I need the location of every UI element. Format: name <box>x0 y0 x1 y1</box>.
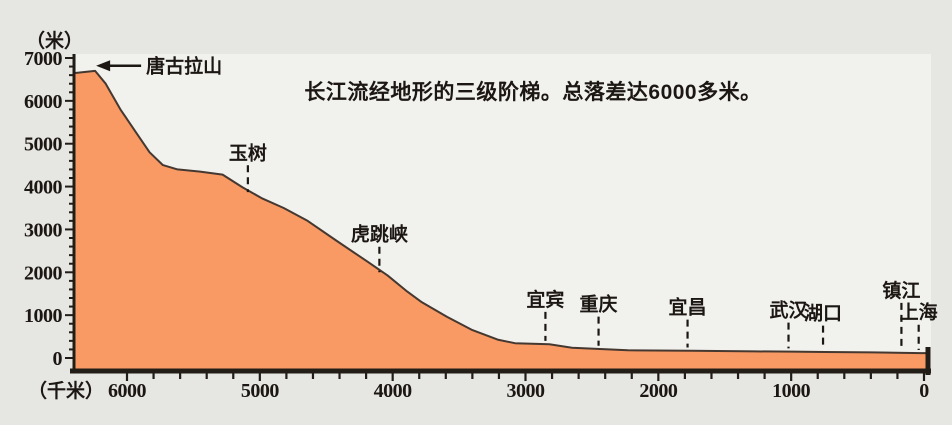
y-axis-tick-label: 3000 <box>24 219 63 241</box>
y-axis-tick-label: 7000 <box>24 48 63 70</box>
y-axis-unit-label: （米） <box>26 29 83 52</box>
landmark-label: 唐古拉山 <box>146 55 222 78</box>
x-axis-unit-label: （千米） <box>28 379 104 402</box>
x-axis-tick-label: 4000 <box>374 380 413 402</box>
y-axis-tick-label: 2000 <box>24 262 63 284</box>
chart-title: 长江流经地形的三级阶梯。总落差达6000多米。 <box>304 80 761 104</box>
y-axis-tick-label: 5000 <box>24 134 63 156</box>
landmark-label: 重庆 <box>580 293 618 316</box>
x-axis-tick-label: 3000 <box>507 380 546 402</box>
x-axis-tick-label: 1000 <box>772 380 811 402</box>
y-axis-tick-label: 4000 <box>24 177 63 199</box>
landmark-label: 玉树 <box>229 141 267 164</box>
landmark-label: 武汉 <box>770 300 809 322</box>
x-axis-tick-label: 6000 <box>108 380 147 402</box>
landmark-label: 湖口 <box>804 303 842 325</box>
x-axis-tick-label: 2000 <box>639 380 678 402</box>
x-axis-tick-label: 5000 <box>241 380 280 402</box>
landmark-label: 上海 <box>900 301 938 324</box>
y-axis-tick-label: 1000 <box>24 305 63 327</box>
x-axis-tick-label: 0 <box>919 380 929 402</box>
landmark-label: 镇江 <box>882 279 920 302</box>
terrain-area <box>75 70 930 371</box>
y-axis-tick-label: 0 <box>53 348 63 370</box>
axes-layer: 7000 6000 5000 4000 3000 2000 1000 0 6000 5000 400… <box>24 48 931 402</box>
terrain-outline <box>75 69 930 355</box>
landmark-label: 宜宾 <box>526 288 564 311</box>
landmark-label: 宜昌 <box>669 296 707 319</box>
y-axis-tick-label: 6000 <box>24 91 63 113</box>
terrain-layer <box>75 69 930 371</box>
peak-arrow-head <box>96 60 111 72</box>
landmark-label: 虎跳峡 <box>351 223 409 246</box>
